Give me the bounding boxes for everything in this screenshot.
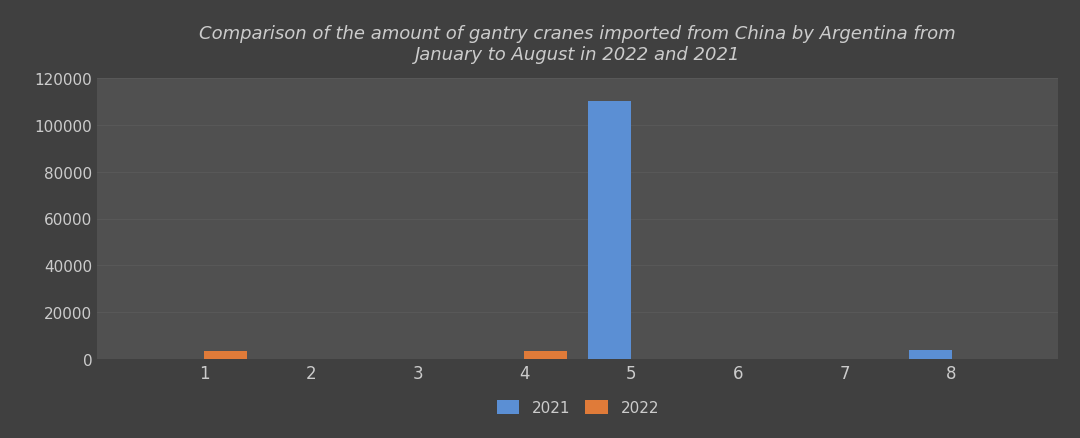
Title: Comparison of the amount of gantry cranes imported from China by Argentina from
: Comparison of the amount of gantry crane… [200, 25, 956, 64]
Bar [204, 351, 246, 359]
Legend: 2021, 2022: 2021, 2022 [490, 394, 665, 422]
Bar [909, 350, 951, 359]
Bar [525, 351, 567, 359]
Bar [589, 102, 631, 359]
